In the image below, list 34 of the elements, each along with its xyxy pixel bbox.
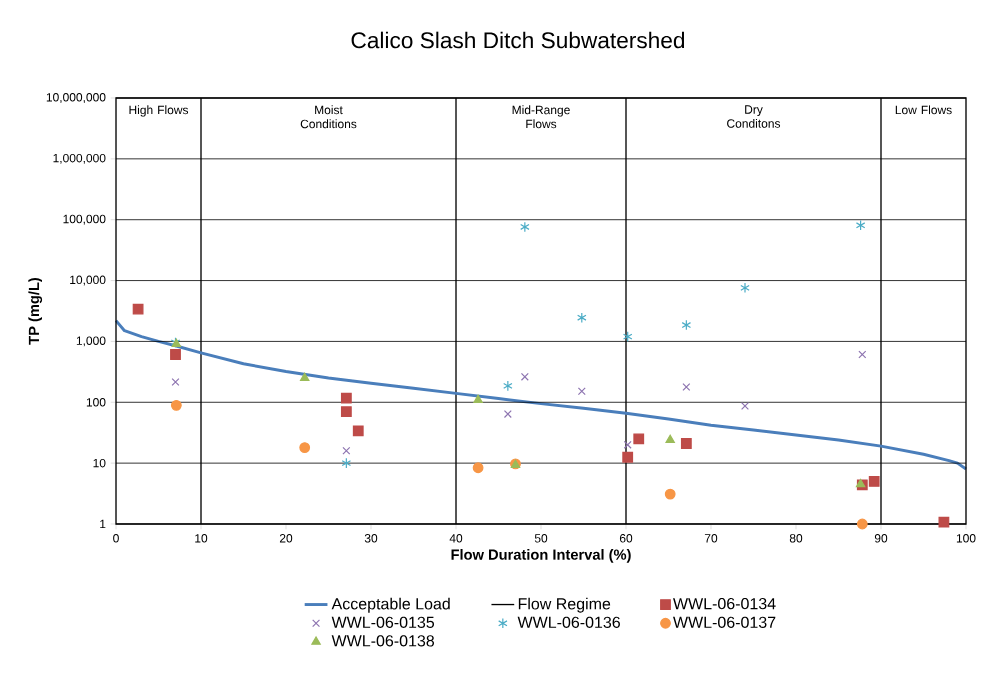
x-tick-label: 100 xyxy=(956,534,976,543)
legend-label: WWL-06-0137 xyxy=(673,616,776,628)
y-tick-label: 10,000,000 xyxy=(46,93,106,103)
x-tick-label: 60 xyxy=(619,534,633,543)
x-tick-label: 40 xyxy=(449,534,463,543)
x-tick-label: 20 xyxy=(279,534,293,543)
x-tick-label: 0 xyxy=(113,534,119,543)
annotation: High Flows xyxy=(129,105,189,117)
y-tick-label: 100 xyxy=(86,398,106,407)
y-tick-label: 100,000 xyxy=(63,214,106,225)
y-tick-label: 1,000 xyxy=(76,336,106,347)
x-tick-label: 50 xyxy=(534,534,548,543)
x-axis-title: Flow Duration Interval (%) xyxy=(451,549,631,563)
annotation: Moist Conditions xyxy=(300,105,357,129)
annotation: Dry Conditons xyxy=(727,105,781,128)
chart-title: Calico Slash Ditch Subwatershed xyxy=(351,31,685,49)
legend-label: WWL-06-0135 xyxy=(331,616,435,628)
annotation: Mid-Range Flows xyxy=(512,105,570,129)
x-tick-label: 70 xyxy=(704,534,718,543)
y-tick-label: 1,000,000 xyxy=(53,153,106,164)
legend-label: Acceptable Load xyxy=(331,597,450,613)
x-tick-label: 80 xyxy=(789,534,803,543)
legend-label: WWL-06-0136 xyxy=(517,616,620,628)
y-axis-title: TP (mg/L) xyxy=(28,277,43,345)
annotation: Low Flows xyxy=(895,105,952,115)
legend-label: WWL-06-0138 xyxy=(331,635,435,647)
legend-label: WWL-06-0134 xyxy=(673,597,776,610)
y-tick-label: 10 xyxy=(93,458,106,468)
legend-label: Flow Regime xyxy=(518,597,611,613)
x-tick-label: 10 xyxy=(195,534,208,543)
x-tick-label: 90 xyxy=(874,534,888,543)
x-tick-label: 30 xyxy=(364,534,378,543)
y-tick-label: 10,000 xyxy=(70,275,106,286)
y-tick-label: 1 xyxy=(100,519,106,529)
